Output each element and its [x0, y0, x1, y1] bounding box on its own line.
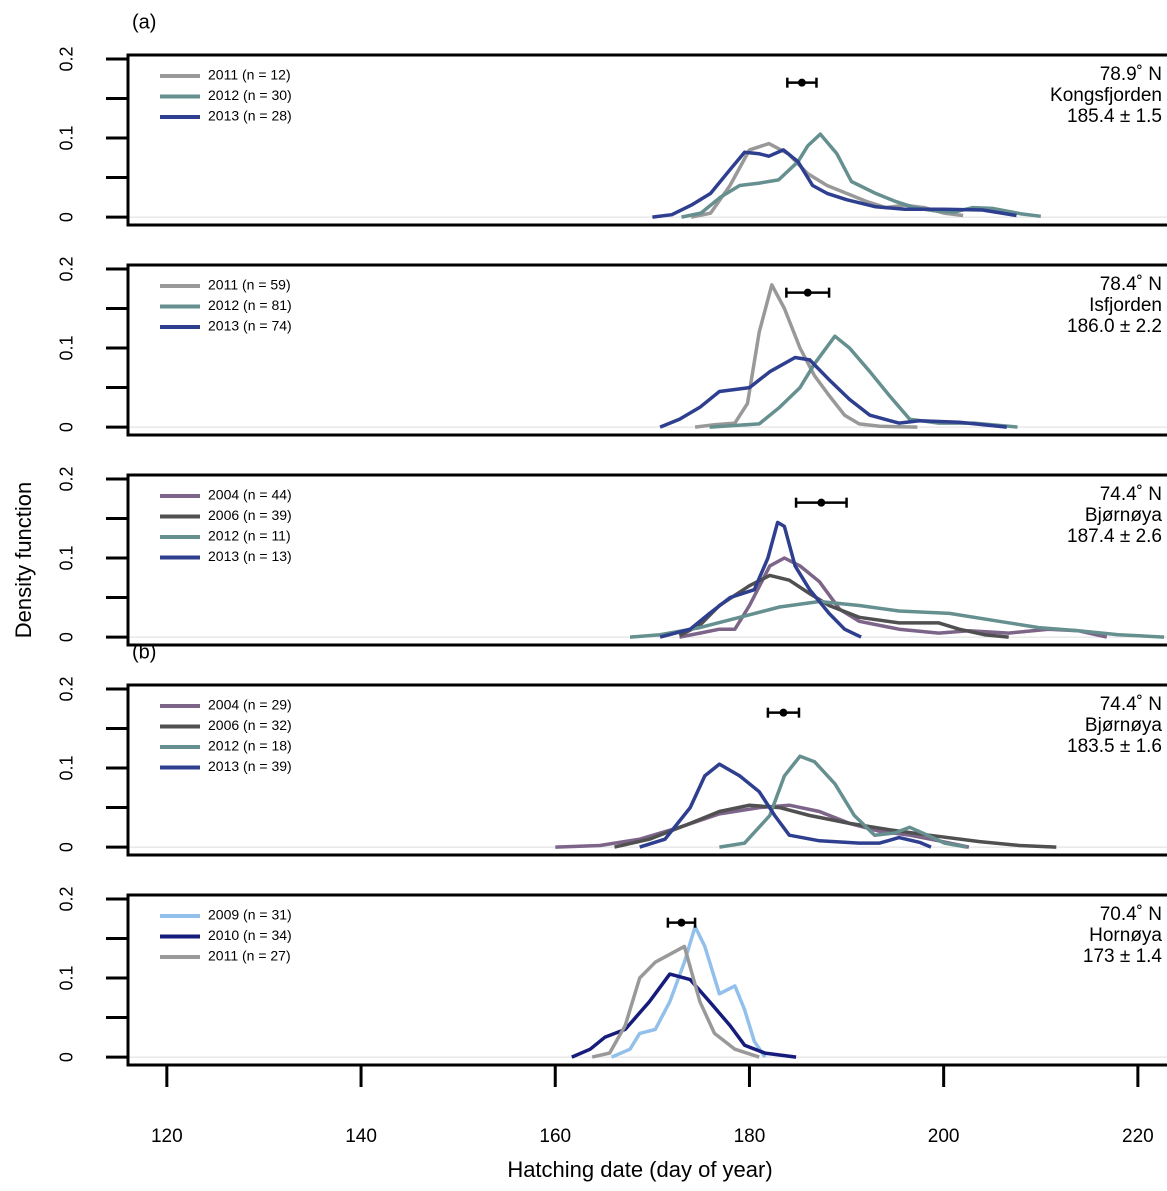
- legend-label: 2004 (n = 29): [208, 697, 292, 713]
- density-line: [719, 754, 968, 849]
- y-tick-label: 0: [57, 212, 77, 222]
- y-tick-label: 0.2: [57, 886, 77, 911]
- legend-label: 2013 (n = 74): [208, 318, 292, 334]
- density-line: [659, 520, 862, 639]
- annotation: 183.5 ± 1.6: [1067, 736, 1162, 757]
- y-tick-label: 0.1: [57, 126, 77, 151]
- panel: [128, 520, 1167, 639]
- panel-label: (b): [132, 641, 156, 663]
- annotation: 173 ± 1.4: [1083, 946, 1163, 967]
- y-tick-label: 0: [57, 422, 77, 432]
- legend-label: 2006 (n = 32): [208, 717, 292, 733]
- y-tick-label: 0.2: [57, 46, 77, 71]
- panel-frame: [126, 893, 1167, 1067]
- annotation: 187.4 ± 2.6: [1067, 526, 1162, 547]
- density-line: [659, 355, 1007, 429]
- y-tick-label: 0: [57, 632, 77, 642]
- mean-point: [817, 498, 826, 507]
- x-tick-label: 140: [345, 1126, 377, 1147]
- y-tick-label: 0: [57, 1052, 77, 1062]
- density-line: [694, 283, 918, 429]
- density-line: [652, 148, 1017, 219]
- legend-label: 2006 (n = 39): [208, 507, 292, 523]
- annotation: 74.4˚ N: [1100, 694, 1162, 715]
- density-line: [690, 141, 964, 219]
- x-axis-label: Hatching date (day of year): [507, 1157, 772, 1182]
- y-tick-label: 0.2: [57, 466, 77, 491]
- y-tick-label: 0: [57, 842, 77, 852]
- annotation: Hornøya: [1089, 925, 1162, 946]
- legend-label: 2011 (n = 59): [208, 277, 291, 293]
- annotation: Kongsfjorden: [1050, 85, 1162, 106]
- legend-label: 2012 (n = 81): [208, 297, 292, 313]
- legend-label: 2012 (n = 11): [208, 528, 291, 544]
- density-line: [679, 556, 1108, 639]
- mean-point: [803, 288, 812, 297]
- annotation: 74.4˚ N: [1100, 484, 1162, 505]
- annotation: 185.4 ± 1.5: [1067, 106, 1162, 127]
- x-tick-label: 120: [151, 1126, 183, 1147]
- annotation: 78.4˚ N: [1100, 274, 1162, 295]
- annotation: 78.9˚ N: [1100, 64, 1162, 85]
- y-tick-label: 0.1: [57, 756, 77, 781]
- mean-point: [779, 708, 788, 717]
- panel: [128, 132, 1167, 219]
- y-tick-label: 0.2: [57, 676, 77, 701]
- mean-point: [797, 78, 806, 87]
- panel: [128, 283, 1167, 429]
- annotation: 186.0 ± 2.2: [1067, 316, 1162, 337]
- annotation: Bjørnøya: [1085, 505, 1163, 526]
- y-tick-label: 0.2: [57, 256, 77, 281]
- x-tick-label: 180: [734, 1126, 766, 1147]
- panel-label: (a): [132, 11, 156, 33]
- legend-label: 2013 (n = 28): [208, 108, 292, 124]
- legend-label: 2013 (n = 13): [208, 548, 292, 564]
- panel: [128, 924, 1167, 1059]
- legend-label: 2012 (n = 18): [208, 738, 292, 754]
- y-tick-label: 0.1: [57, 966, 77, 991]
- y-tick-label: 0.1: [57, 336, 77, 361]
- density-line: [591, 944, 760, 1059]
- mean-point: [677, 918, 686, 927]
- panel-frame: [126, 473, 1167, 647]
- density-line: [614, 803, 1057, 849]
- legend-label: 2004 (n = 44): [208, 487, 292, 503]
- panel-frame: [126, 263, 1167, 437]
- legend-label: 2010 (n = 34): [208, 927, 292, 943]
- y-tick-label: 0.1: [57, 546, 77, 571]
- density-line: [629, 599, 1165, 639]
- density-line: [555, 803, 970, 849]
- density-line: [639, 762, 932, 849]
- legend-label: 2012 (n = 30): [208, 87, 292, 103]
- panel-frame: [126, 683, 1167, 857]
- x-tick-label: 200: [928, 1126, 960, 1147]
- annotation: Isfjorden: [1089, 295, 1162, 316]
- y-axis-label: Density function: [11, 482, 36, 639]
- annotation: Bjørnøya: [1085, 715, 1163, 736]
- annotation: 70.4˚ N: [1100, 904, 1162, 925]
- legend-label: 2011 (n = 12): [208, 67, 291, 83]
- x-tick-label: 160: [539, 1126, 571, 1147]
- legend-label: 2013 (n = 39): [208, 758, 292, 774]
- legend-label: 2011 (n = 27): [208, 948, 291, 964]
- panel-frame: [126, 53, 1167, 227]
- x-tick-label: 220: [1122, 1126, 1154, 1147]
- density-line: [571, 972, 797, 1059]
- legend-label: 2009 (n = 31): [208, 907, 292, 923]
- panel: [128, 754, 1167, 849]
